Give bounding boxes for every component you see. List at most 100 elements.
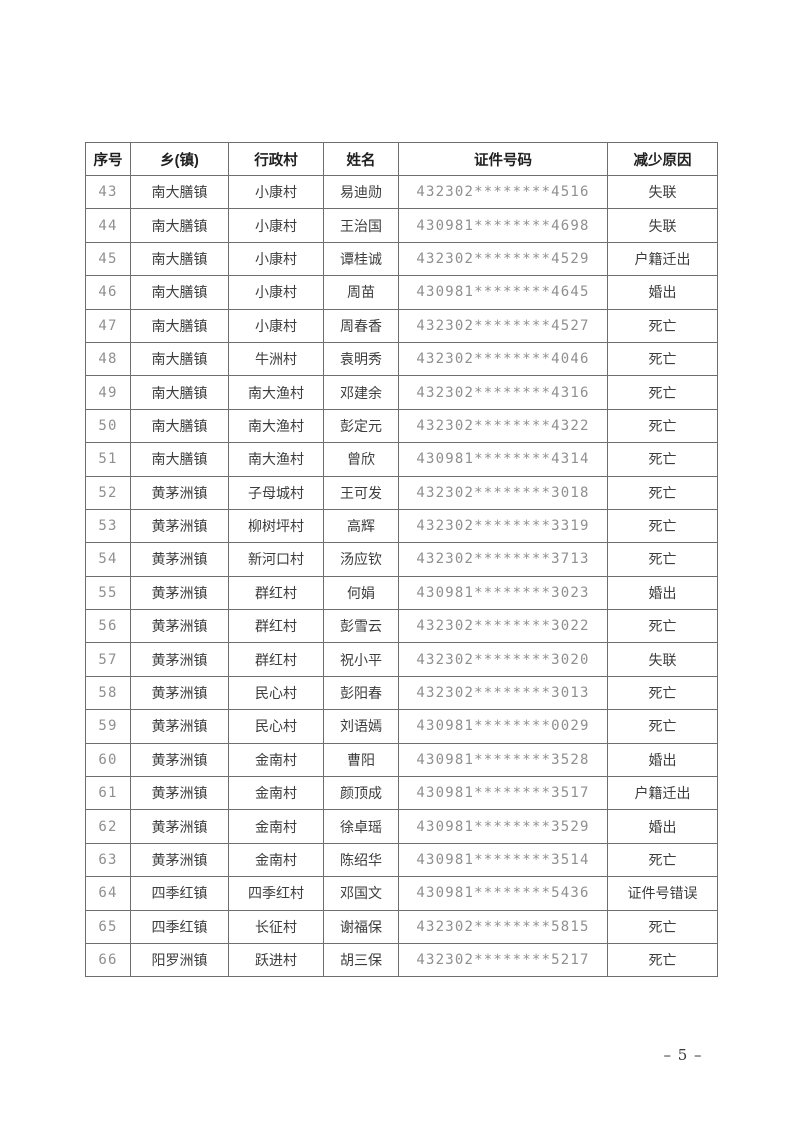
cell-township: 阳罗洲镇 <box>130 942 229 978</box>
cell-reason: 死亡 <box>607 308 718 343</box>
cell-id-number: 430981********4698 <box>398 208 608 243</box>
cell-id-number: 430981********3023 <box>398 575 608 611</box>
cell-village: 小康村 <box>228 308 324 343</box>
cell-village: 群红村 <box>228 609 324 644</box>
header-row: 序号 乡(镇) 行政村 姓名 证件号码 减少原因 <box>85 142 718 176</box>
cell-township: 黄茅洲镇 <box>130 675 229 711</box>
cell-name: 曾欣 <box>323 442 399 477</box>
cell-serial: 51 <box>85 442 131 477</box>
cell-township: 黄茅洲镇 <box>130 809 229 844</box>
cell-serial: 55 <box>85 575 131 611</box>
cell-serial: 63 <box>85 842 131 878</box>
cell-township: 南大膳镇 <box>130 408 229 444</box>
cell-township: 黄茅洲镇 <box>130 508 229 544</box>
cell-township: 四季红镇 <box>130 909 229 944</box>
cell-township: 黄茅洲镇 <box>130 575 229 611</box>
cell-name: 谭桂诚 <box>323 241 399 277</box>
cell-village: 小康村 <box>228 174 324 210</box>
cell-serial: 60 <box>85 742 131 778</box>
table-row: 64 四季红镇 四季红村 邓国文 430981********5436 证件号错误 <box>85 876 718 911</box>
cell-name: 何娟 <box>323 575 399 611</box>
cell-name: 周苗 <box>323 275 399 310</box>
cell-name: 彭阳春 <box>323 675 399 711</box>
cell-name: 邓国文 <box>323 876 399 911</box>
table-row: 54 黄茅洲镇 新河口村 汤应钦 432302********3713 死亡 <box>85 542 718 577</box>
cell-township: 黄茅洲镇 <box>130 642 229 677</box>
col-header-serial: 序号 <box>85 142 131 176</box>
cell-reason: 死亡 <box>607 408 718 444</box>
cell-reason: 死亡 <box>607 341 718 377</box>
cell-reason: 死亡 <box>607 942 718 978</box>
cell-reason: 死亡 <box>607 842 718 878</box>
cell-township: 南大膳镇 <box>130 341 229 377</box>
cell-id-number: 430981********3514 <box>398 842 608 878</box>
cell-village: 子母城村 <box>228 475 324 510</box>
cell-id-number: 432302********3013 <box>398 675 608 711</box>
cell-village: 群红村 <box>228 575 324 611</box>
cell-reason: 死亡 <box>607 442 718 477</box>
cell-id-number: 430981********0029 <box>398 709 608 744</box>
cell-name: 邓建余 <box>323 375 399 410</box>
table-row: 51 南大膳镇 南大渔村 曾欣 430981********4314 死亡 <box>85 442 718 477</box>
cell-reason: 失联 <box>607 174 718 210</box>
table-row: 59 黄茅洲镇 民心村 刘语嫣 430981********0029 死亡 <box>85 709 718 744</box>
cell-name: 刘语嫣 <box>323 709 399 744</box>
cell-serial: 59 <box>85 709 131 744</box>
cell-reason: 死亡 <box>607 542 718 577</box>
cell-serial: 46 <box>85 275 131 310</box>
cell-serial: 56 <box>85 609 131 644</box>
cell-id-number: 432302********5217 <box>398 942 608 978</box>
cell-township: 黄茅洲镇 <box>130 842 229 878</box>
cell-name: 彭定元 <box>323 408 399 444</box>
col-header-reason: 减少原因 <box>607 142 718 176</box>
cell-name: 袁明秀 <box>323 341 399 377</box>
cell-reason: 婚出 <box>607 275 718 310</box>
cell-serial: 50 <box>85 408 131 444</box>
table-row: 55 黄茅洲镇 群红村 何娟 430981********3023 婚出 <box>85 575 718 611</box>
cell-reason: 死亡 <box>607 375 718 410</box>
cell-name: 颜顶成 <box>323 776 399 811</box>
table-row: 45 南大膳镇 小康村 谭桂诚 432302********4529 户籍迁出 <box>85 241 718 277</box>
cell-village: 南大渔村 <box>228 408 324 444</box>
cell-reason: 死亡 <box>607 709 718 744</box>
cell-township: 黄茅洲镇 <box>130 742 229 778</box>
cell-village: 柳树坪村 <box>228 508 324 544</box>
table-row: 66 阳罗洲镇 跃进村 胡三保 432302********5217 死亡 <box>85 942 718 978</box>
cell-name: 祝小平 <box>323 642 399 677</box>
col-header-id-number: 证件号码 <box>398 142 608 176</box>
cell-village: 南大渔村 <box>228 375 324 410</box>
cell-township: 南大膳镇 <box>130 375 229 410</box>
cell-id-number: 430981********3529 <box>398 809 608 844</box>
cell-id-number: 432302********3020 <box>398 642 608 677</box>
cell-serial: 45 <box>85 241 131 277</box>
cell-serial: 43 <box>85 174 131 210</box>
table-row: 65 四季红镇 长征村 谢福保 432302********5815 死亡 <box>85 909 718 944</box>
cell-serial: 52 <box>85 475 131 510</box>
cell-township: 黄茅洲镇 <box>130 475 229 510</box>
cell-name: 陈绍华 <box>323 842 399 878</box>
cell-id-number: 432302********4527 <box>398 308 608 343</box>
cell-name: 谢福保 <box>323 909 399 944</box>
table-row: 52 黄茅洲镇 子母城村 王可发 432302********3018 死亡 <box>85 475 718 510</box>
cell-reason: 证件号错误 <box>607 876 718 911</box>
cell-serial: 57 <box>85 642 131 677</box>
cell-serial: 65 <box>85 909 131 944</box>
cell-village: 小康村 <box>228 275 324 310</box>
cell-village: 民心村 <box>228 709 324 744</box>
cell-serial: 62 <box>85 809 131 844</box>
cell-name: 徐卓瑶 <box>323 809 399 844</box>
cell-reason: 失联 <box>607 208 718 243</box>
cell-reason: 失联 <box>607 642 718 677</box>
cell-township: 南大膳镇 <box>130 208 229 243</box>
cell-serial: 47 <box>85 308 131 343</box>
cell-serial: 49 <box>85 375 131 410</box>
cell-id-number: 432302********4516 <box>398 174 608 210</box>
cell-reason: 死亡 <box>607 475 718 510</box>
table-row: 46 南大膳镇 小康村 周苗 430981********4645 婚出 <box>85 275 718 310</box>
cell-village: 金南村 <box>228 809 324 844</box>
cell-id-number: 432302********3319 <box>398 508 608 544</box>
cell-name: 汤应钦 <box>323 542 399 577</box>
cell-name: 易迪勋 <box>323 174 399 210</box>
cell-village: 小康村 <box>228 208 324 243</box>
